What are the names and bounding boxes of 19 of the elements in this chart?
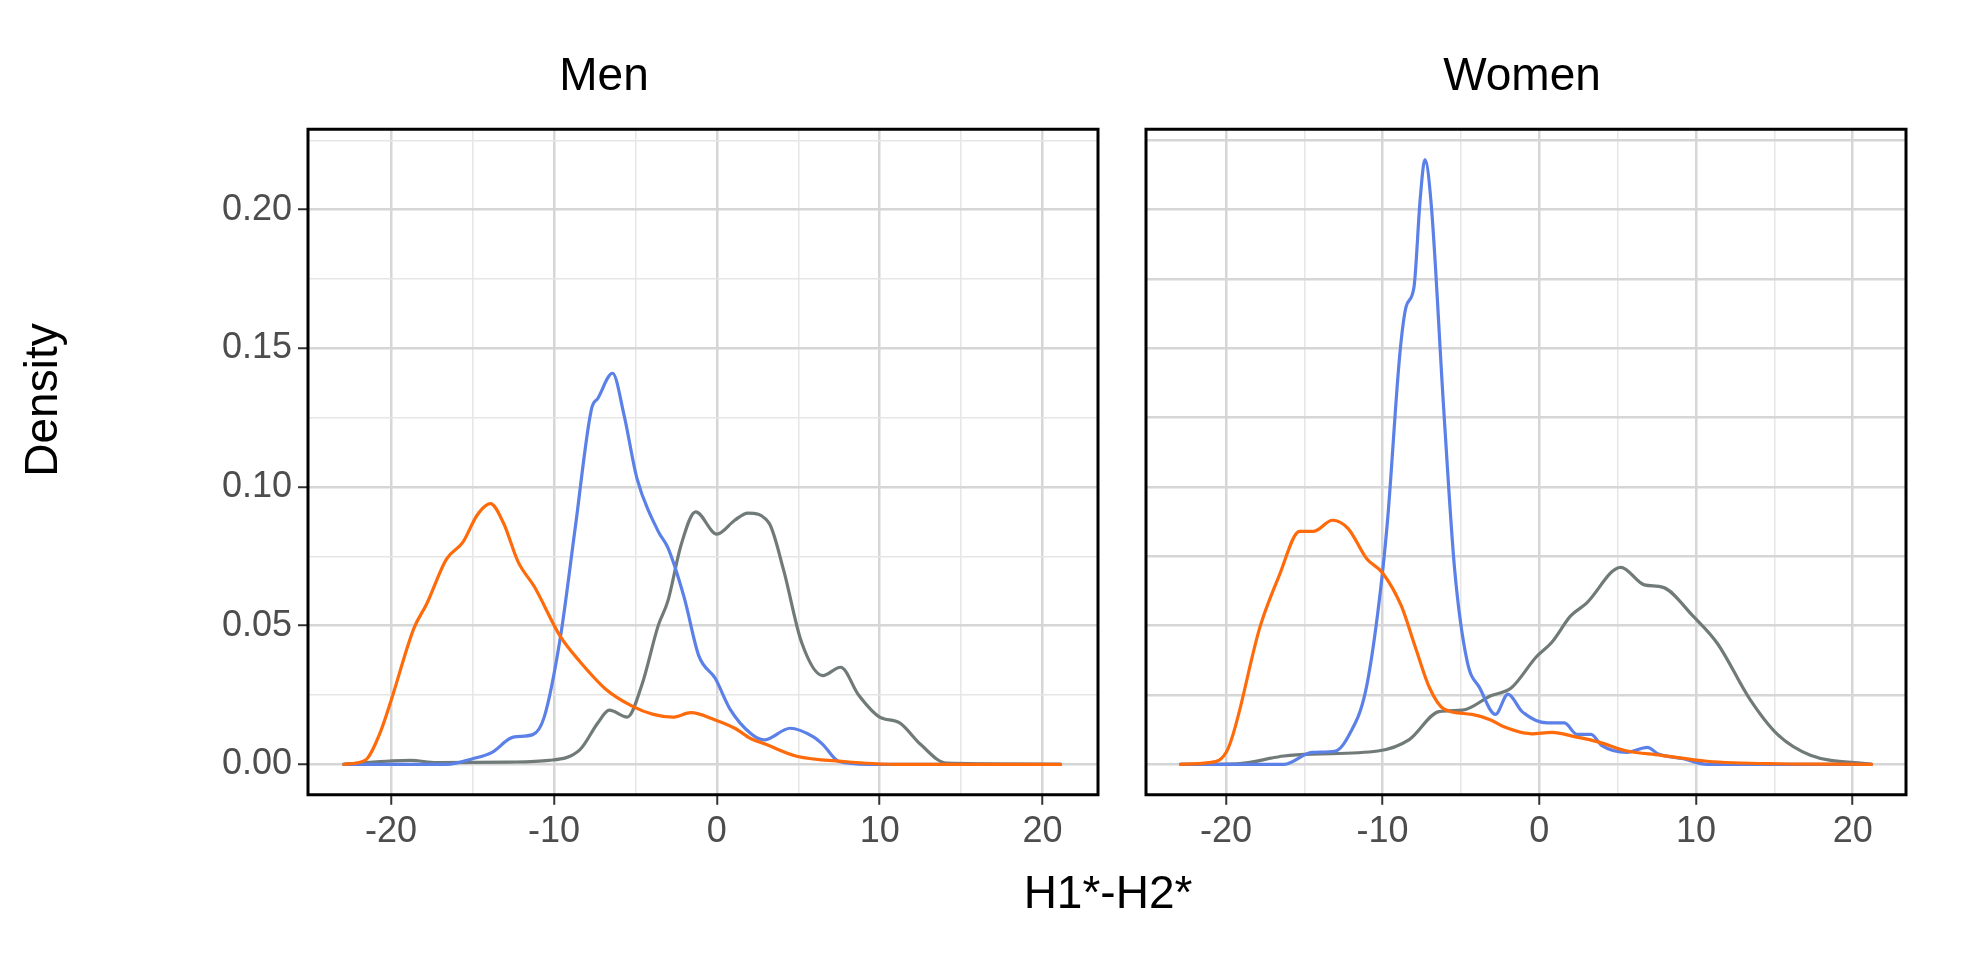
x-tick-label: 10 (1676, 809, 1717, 851)
chart-title: Women (1443, 48, 1601, 101)
x-tick-label: -10 (1356, 809, 1409, 851)
y-tick-label: 0.00 (221, 741, 292, 783)
x-tick-label: 0 (706, 809, 727, 851)
y-tick-label: 0.15 (221, 325, 292, 367)
y-tick-label: 0.10 (221, 463, 292, 505)
y-tick-label: 0.20 (221, 186, 292, 228)
x-tick-label: 20 (1022, 809, 1063, 851)
x-tick-label: -20 (365, 809, 418, 851)
y-tick-label: 0.05 (221, 602, 292, 644)
x-axis-title: H1*-H2* (1023, 865, 1193, 919)
x-tick-label: -10 (527, 809, 580, 851)
x-tick-label: 10 (859, 809, 900, 851)
chart-title: Men (559, 48, 649, 101)
x-tick-label: -20 (1199, 809, 1252, 851)
x-tick-label: 0 (1529, 809, 1550, 851)
x-tick-label: 20 (1832, 809, 1873, 851)
y-axis-title: Density (14, 323, 68, 477)
